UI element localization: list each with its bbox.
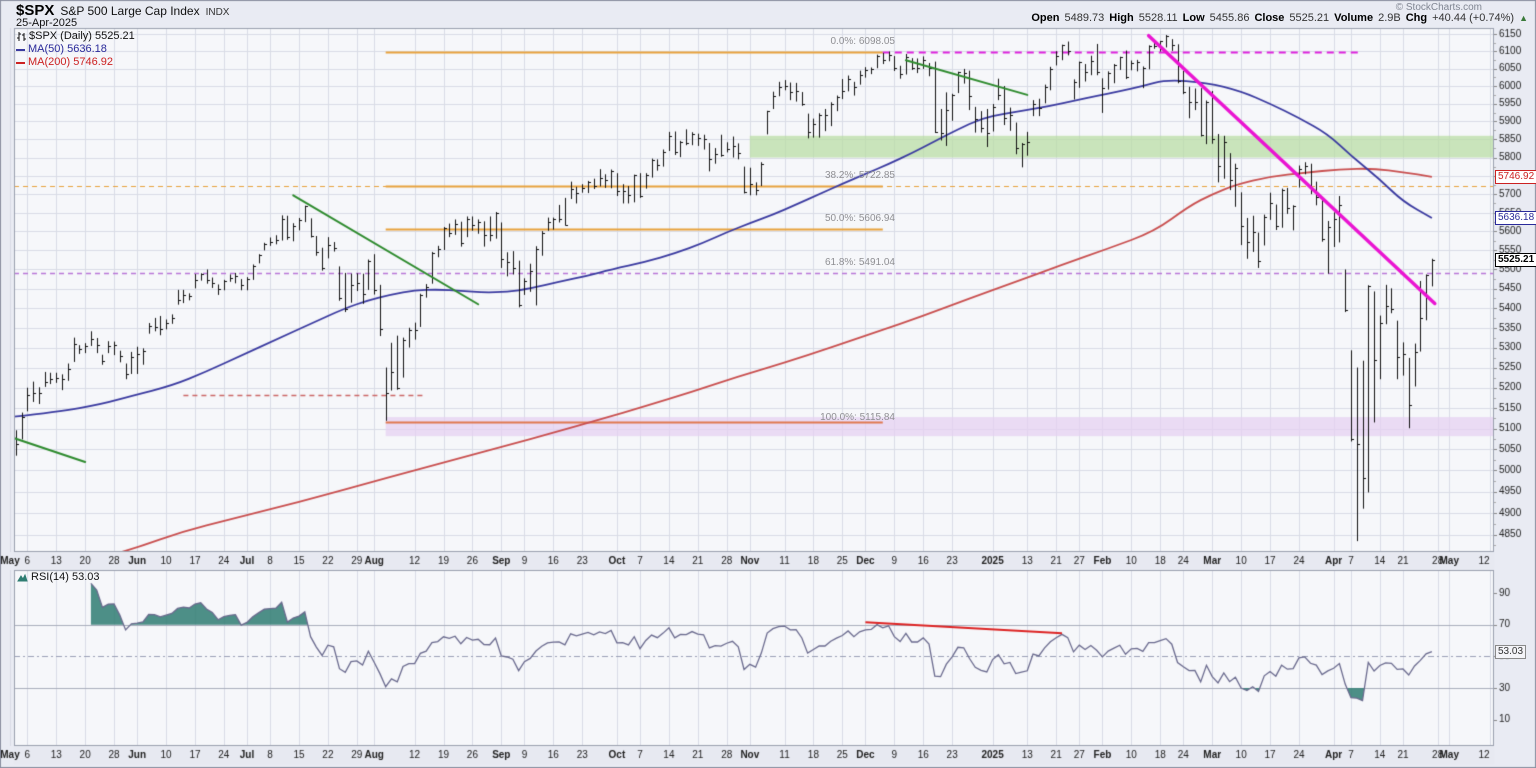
legend-ma50-label: MA(50) 5636.18 xyxy=(28,43,107,55)
fib-50-label: 50.0%: 5606.94 xyxy=(824,213,895,224)
ma200-price-box: 5746.92 xyxy=(1495,170,1536,184)
rsi-legend-label: RSI(14) 53.03 xyxy=(31,571,100,583)
fib-0-label: 0.0%: 6098.05 xyxy=(830,36,896,47)
index-name-label: S&P 500 Large Cap Index xyxy=(60,4,200,18)
fib-618-label: 61.8%: 5491.04 xyxy=(824,257,895,268)
chart-header: $SPX S&P 500 Large Cap Index INDX xyxy=(16,2,229,20)
chart-date: 25-Apr-2025 xyxy=(16,17,78,29)
exchange-label: INDX xyxy=(205,7,230,18)
open-label: Open xyxy=(1031,12,1060,24)
close-value: 5525.21 xyxy=(1289,12,1330,24)
quote-bar: Open 5489.73 High 5528.11 Low 5455.86 Cl… xyxy=(1031,12,1528,24)
legend-ma200-label: MA(200) 5746.92 xyxy=(28,56,113,68)
high-label: High xyxy=(1109,12,1134,24)
ohlc-series-icon xyxy=(17,32,26,41)
volume-value: 2.9B xyxy=(1378,12,1401,24)
open-value: 5489.73 xyxy=(1064,12,1105,24)
rsi-indicator-icon xyxy=(17,573,28,581)
legend-ma200-row: MA(200) 5746.92 xyxy=(16,56,135,69)
close-label: Close xyxy=(1254,12,1285,24)
legend-series-row: $SPX (Daily) 5525.21 xyxy=(16,30,135,43)
ma200-swatch-icon xyxy=(16,61,25,64)
volume-label: Volume xyxy=(1334,12,1374,24)
chg-value: +40.44 (+0.74%) xyxy=(1432,12,1515,24)
high-value: 5528.11 xyxy=(1138,12,1178,24)
legend-series-label: $SPX (Daily) 5525.21 xyxy=(29,30,135,42)
stockcharts-credit: © StockCharts.com xyxy=(1395,2,1482,13)
ma50-swatch-icon xyxy=(16,48,25,51)
low-value: 5455.86 xyxy=(1209,12,1250,24)
rsi-value-box: 53.03 xyxy=(1495,645,1527,659)
low-label: Low xyxy=(1182,12,1205,24)
rsi-legend: RSI(14) 53.03 xyxy=(17,571,99,583)
symbol-label: $SPX xyxy=(16,2,55,19)
up-arrow-icon: ▲ xyxy=(1519,13,1528,23)
legend-ma50-row: MA(50) 5636.18 xyxy=(16,43,135,56)
fib-100-label: 100.0%: 5115.84 xyxy=(820,412,895,423)
price-legend: $SPX (Daily) 5525.21 MA(50) 5636.18 MA(2… xyxy=(16,30,135,69)
chg-label: Chg xyxy=(1405,12,1428,24)
ma50-price-box: 5636.18 xyxy=(1495,211,1536,225)
fib-382-label: 38.2%: 5722.85 xyxy=(824,170,895,181)
last-price-box: 5525.21 xyxy=(1495,253,1536,267)
